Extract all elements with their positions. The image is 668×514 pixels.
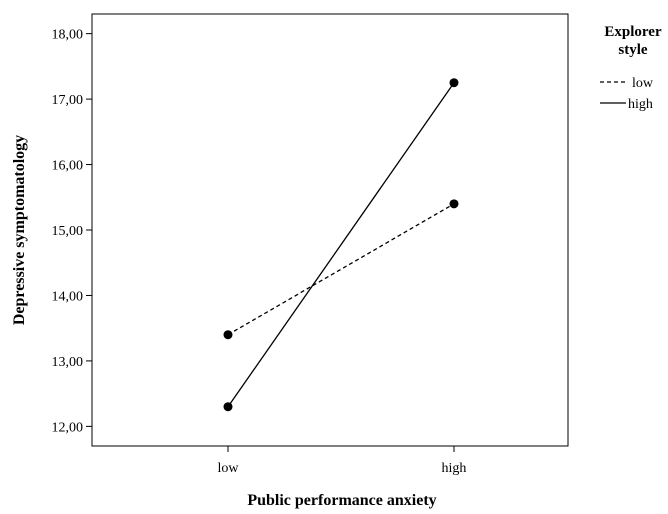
legend-title-line-1: Explorer — [604, 24, 662, 40]
plot-frame — [91, 13, 569, 447]
y-axis: 12,00 13,00 14,00 15,00 16,00 17,00 18,00 — [52, 28, 92, 435]
x-axis: low high — [218, 446, 467, 476]
y-tick-label: 16,00 — [52, 159, 84, 174]
series-line-low — [227, 203, 455, 336]
x-tick-label: high — [442, 461, 467, 476]
y-tick-label: 13,00 — [52, 355, 84, 370]
y-axis-label: Depressive symptomatology — [11, 135, 28, 325]
legend-title-line-2: style — [618, 42, 648, 58]
x-tick-label: low — [218, 461, 240, 476]
legend-label-low: low — [632, 76, 654, 91]
y-tick-label: 15,00 — [52, 224, 84, 239]
data-point-low-high — [449, 199, 459, 209]
y-tick-label: 14,00 — [52, 289, 84, 304]
y-tick-label: 18,00 — [52, 28, 84, 43]
x-axis-label: Public performance anxiety — [247, 492, 436, 509]
y-tick-label: 17,00 — [52, 93, 84, 108]
data-point-low-low — [223, 330, 233, 340]
y-tick-label: 12,00 — [52, 420, 84, 435]
series-layer — [223, 78, 459, 412]
legend: Explorer style low high — [600, 24, 662, 112]
legend-label-high: high — [628, 97, 653, 112]
data-point-high-low — [223, 402, 233, 412]
series-line-high — [227, 82, 455, 408]
data-point-high-high — [449, 78, 459, 88]
